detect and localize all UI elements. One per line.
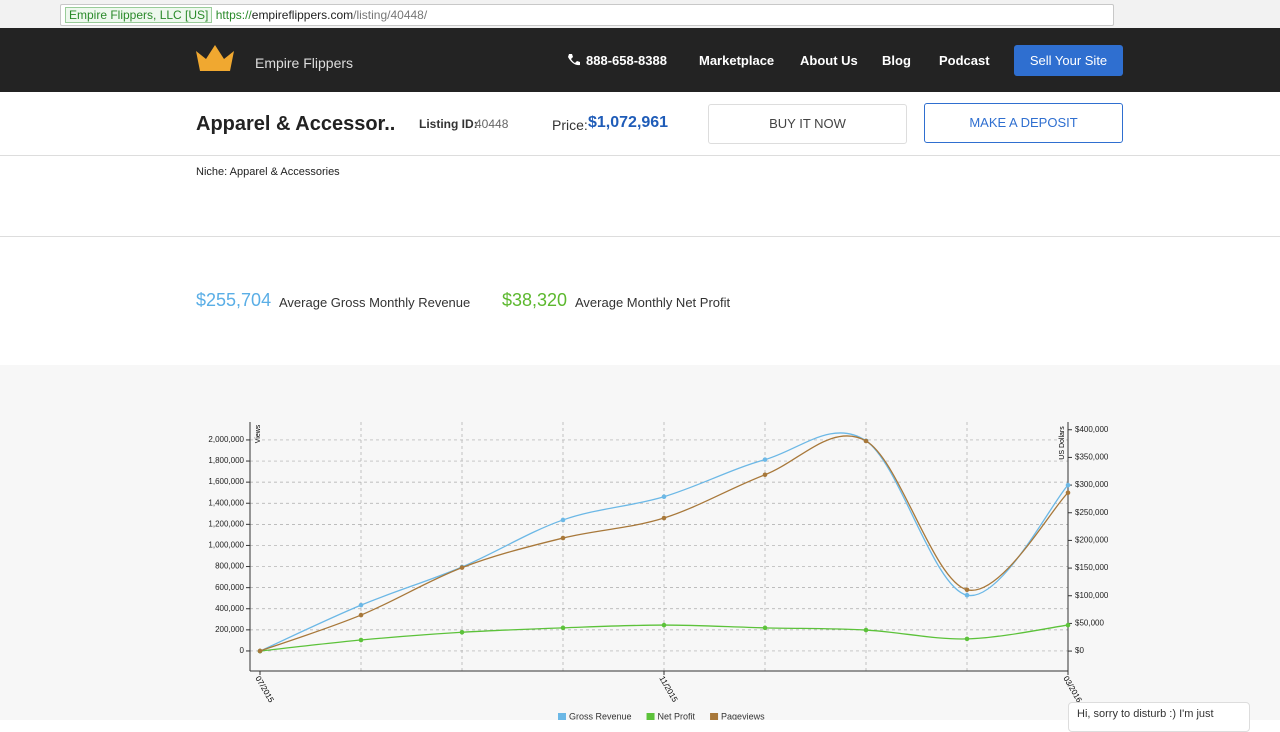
data-point <box>560 535 566 541</box>
data-point <box>459 629 465 635</box>
niche: Niche: Apparel & Accessories <box>196 166 340 178</box>
y2-tick-label: $250,000 <box>1075 508 1109 517</box>
y2-tick-label: $150,000 <box>1075 563 1109 572</box>
nav-link[interactable]: Podcast <box>939 53 990 68</box>
data-point <box>964 587 970 593</box>
chat-bubble[interactable]: Hi, sorry to disturb :) I'm just <box>1068 702 1250 732</box>
chart-section <box>0 365 1280 720</box>
series-line <box>259 432 1069 652</box>
x-tick-label: 07/2015 <box>253 675 276 705</box>
y-tick-label: 1,400,000 <box>208 498 244 507</box>
listing-title: Apparel & Accessor.. <box>196 113 396 135</box>
deposit-button[interactable]: MAKE A DEPOSIT <box>924 103 1123 143</box>
data-point <box>661 515 667 521</box>
chat-text: Hi, sorry to disturb :) I'm just <box>1077 708 1214 720</box>
navbar: Empire Flippers 888-658-8388 Marketplace… <box>0 28 1280 92</box>
sell-button[interactable]: Sell Your Site <box>1014 45 1123 76</box>
y-tick-label: 600,000 <box>215 583 244 592</box>
data-point <box>661 622 667 628</box>
y-tick-label: 400,000 <box>215 604 244 613</box>
legend-label: Net Profit <box>658 711 696 720</box>
phone[interactable]: 888-658-8388 <box>586 53 667 68</box>
y2-tick-label: $300,000 <box>1075 480 1109 489</box>
brand[interactable]: Empire Flippers <box>255 55 354 71</box>
listing-id-label: Listing ID: <box>419 117 478 131</box>
y2-tick-label: $350,000 <box>1075 453 1109 462</box>
legend-swatch <box>558 713 566 720</box>
divider <box>0 155 1280 156</box>
data-point <box>1065 482 1071 488</box>
y2-tick-label: $100,000 <box>1075 591 1109 600</box>
phone-icon <box>568 54 580 66</box>
data-point <box>762 472 768 478</box>
stat-value: $38,320 <box>502 290 568 310</box>
x-tick-label: 03/2016 <box>1061 675 1084 705</box>
data-point <box>1065 490 1071 495</box>
y-tick-label: 1,200,000 <box>208 519 244 528</box>
data-point <box>358 637 364 643</box>
y-tick-label: 0 <box>240 646 245 655</box>
series-line <box>259 435 1069 652</box>
site-identity: Empire Flippers, LLC [US] <box>65 7 213 23</box>
data-point <box>762 457 768 462</box>
y-tick-label: 2,000,000 <box>208 435 244 444</box>
nav-link[interactable]: Blog <box>882 53 911 68</box>
stat-label: Average Monthly Net Profit <box>575 295 731 310</box>
y2-tick-label: $200,000 <box>1075 536 1109 545</box>
y-tick-label: 1,600,000 <box>208 477 244 486</box>
y2-tick-label: $0 <box>1075 646 1084 655</box>
legend-swatch <box>710 713 719 720</box>
legend-swatch <box>646 713 655 720</box>
url-path: /listing/40448/ <box>353 8 428 22</box>
y2-tick-label: $400,000 <box>1075 425 1109 434</box>
y2-axis-title: US Dollars <box>1059 426 1066 460</box>
legend-label: Pageviews <box>721 711 765 720</box>
data-point <box>964 592 970 598</box>
y-axis-title: Views <box>255 424 262 443</box>
url-scheme: https:// <box>215 8 252 22</box>
data-point <box>257 648 263 654</box>
stat-value: $255,704 <box>196 290 272 310</box>
data-point <box>560 625 566 631</box>
y-tick-label: 1,800,000 <box>208 456 244 465</box>
y-tick-label: 800,000 <box>215 562 244 571</box>
data-point <box>358 602 364 608</box>
data-point <box>358 612 364 618</box>
listing-id: 40448 <box>475 117 509 131</box>
data-point <box>560 517 566 523</box>
nav-link[interactable]: Marketplace <box>699 53 775 68</box>
data-point <box>964 636 970 642</box>
y-tick-label: 200,000 <box>215 625 244 634</box>
y2-tick-label: $50,000 <box>1075 619 1104 628</box>
data-point <box>459 565 465 570</box>
url-host: empireflippers.com <box>251 8 354 22</box>
data-point <box>863 438 869 444</box>
data-point <box>762 625 768 631</box>
price: $1,072,961 <box>588 114 669 131</box>
price-label: Price: <box>552 117 588 133</box>
stat-label: Average Gross Monthly Revenue <box>279 295 471 310</box>
y-tick-label: 1,000,000 <box>208 541 244 550</box>
divider <box>0 236 1280 237</box>
address-bar[interactable]: Empire Flippers, LLC [US] https://empire… <box>60 4 1114 26</box>
browser-toolbar: Empire Flippers, LLC [US] https://empire… <box>0 0 1280 29</box>
x-tick-label: 11/2015 <box>657 675 679 705</box>
data-point <box>1065 622 1071 628</box>
data-point <box>863 627 869 633</box>
buy-button[interactable]: BUY IT NOW <box>708 104 907 144</box>
legend-label: Gross Revenue <box>569 711 632 720</box>
nav-link[interactable]: About Us <box>800 53 858 68</box>
data-point <box>661 494 667 500</box>
logo <box>196 45 234 71</box>
